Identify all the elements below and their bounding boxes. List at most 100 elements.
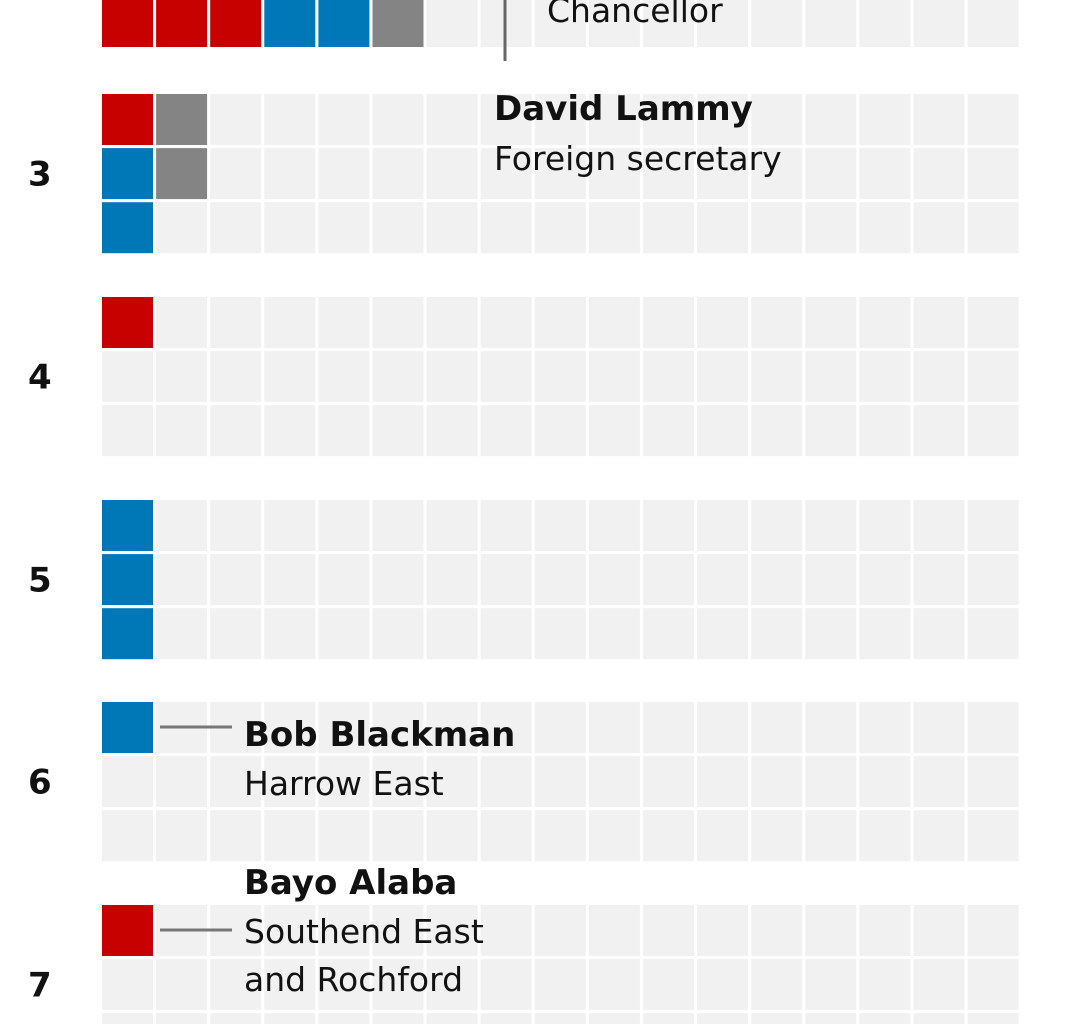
cell-empty <box>643 554 694 606</box>
group-label: 4 <box>28 358 52 398</box>
annotation-1: David Lammy Foreign secretary <box>494 89 782 178</box>
cell-empty <box>264 702 316 753</box>
cell-empty <box>372 959 424 1011</box>
cell-empty <box>318 905 370 956</box>
cell-empty <box>751 500 803 551</box>
cell-empty <box>426 405 478 457</box>
cell-empty <box>751 94 803 145</box>
cell-empty <box>156 1013 208 1024</box>
cell-empty <box>480 297 532 348</box>
cell-conservative <box>264 0 316 47</box>
cell-empty <box>697 148 749 200</box>
cell-empty <box>480 905 532 956</box>
cell-empty <box>264 500 316 551</box>
cell-empty <box>372 756 424 808</box>
cell-empty <box>967 608 1019 660</box>
cell-empty <box>372 1013 424 1024</box>
cell-empty <box>480 202 532 254</box>
cell-empty <box>643 608 694 660</box>
cell-empty <box>751 905 803 956</box>
cell-empty <box>805 702 857 753</box>
cell-empty <box>480 351 532 403</box>
cell-other <box>372 0 424 47</box>
cell-empty <box>697 1013 749 1024</box>
cell-empty <box>156 608 208 660</box>
cell-empty <box>318 1013 370 1024</box>
cell-empty <box>588 608 640 660</box>
cell-empty <box>967 702 1019 753</box>
cell-empty <box>210 554 262 606</box>
cell-empty <box>480 608 532 660</box>
cell-empty <box>913 756 965 808</box>
cell-empty <box>534 148 586 200</box>
cell-empty <box>372 500 424 551</box>
cell-empty <box>967 500 1019 551</box>
cell-empty <box>264 351 316 403</box>
cell-empty <box>643 405 694 457</box>
cell-empty <box>480 756 532 808</box>
cell-empty <box>643 148 694 200</box>
annotation-name: Bayo Alaba <box>244 863 457 903</box>
cell-empty <box>102 405 153 457</box>
annotation-detail: Southend East <box>244 912 484 951</box>
cell-empty <box>697 297 749 348</box>
cell-empty <box>859 500 911 551</box>
cell-empty <box>588 148 640 200</box>
cell-empty <box>751 1013 803 1024</box>
cell-empty <box>372 202 424 254</box>
cell-empty <box>913 702 965 753</box>
cell-empty <box>480 702 532 753</box>
cell-empty <box>318 554 370 606</box>
cell-empty <box>480 405 532 457</box>
cell-empty <box>588 756 640 808</box>
cell-empty <box>697 959 749 1011</box>
cell-empty <box>318 405 370 457</box>
cell-empty <box>534 702 586 753</box>
cell-empty <box>751 405 803 457</box>
group-labels: 3 4 5 6 7 <box>28 155 52 1006</box>
cell-empty <box>805 810 857 862</box>
cell-empty <box>426 202 478 254</box>
cell-empty <box>751 297 803 348</box>
cell-empty <box>156 756 208 808</box>
cell-empty <box>967 554 1019 606</box>
cell-conservative <box>318 0 370 47</box>
cell-empty <box>318 297 370 348</box>
cell-empty <box>210 1013 262 1024</box>
cell-labour <box>102 297 153 348</box>
cell-empty <box>534 959 586 1011</box>
group-label: 7 <box>28 966 52 1006</box>
cell-empty <box>264 94 316 145</box>
annotation-name: Bob Blackman <box>244 715 515 755</box>
cell-empty <box>643 1013 694 1024</box>
cell-empty <box>426 351 478 403</box>
waffle-group-4 <box>102 297 1019 457</box>
cell-empty <box>372 554 424 606</box>
cell-empty <box>805 94 857 145</box>
cell-empty <box>588 810 640 862</box>
cell-empty <box>480 148 532 200</box>
cell-empty <box>697 810 749 862</box>
cell-empty <box>967 148 1019 200</box>
cell-empty <box>859 554 911 606</box>
cell-empty <box>588 0 640 47</box>
annotation-2: Bob Blackman Harrow East <box>160 715 515 803</box>
cell-empty <box>697 608 749 660</box>
annotation-detail: Foreign secretary <box>494 139 782 178</box>
cell-empty <box>318 148 370 200</box>
cell-empty <box>210 405 262 457</box>
cell-empty <box>426 0 478 47</box>
cell-empty <box>426 94 478 145</box>
cell-empty <box>913 810 965 862</box>
cell-empty <box>967 351 1019 403</box>
cell-empty <box>210 202 262 254</box>
cell-empty <box>967 297 1019 348</box>
cell-empty <box>697 405 749 457</box>
waffle-group-6 <box>102 702 1019 862</box>
cell-empty <box>967 1013 1019 1024</box>
cell-empty <box>102 351 153 403</box>
cell-empty <box>156 297 208 348</box>
cell-empty <box>643 297 694 348</box>
cell-conservative <box>102 702 153 753</box>
cell-empty <box>913 202 965 254</box>
